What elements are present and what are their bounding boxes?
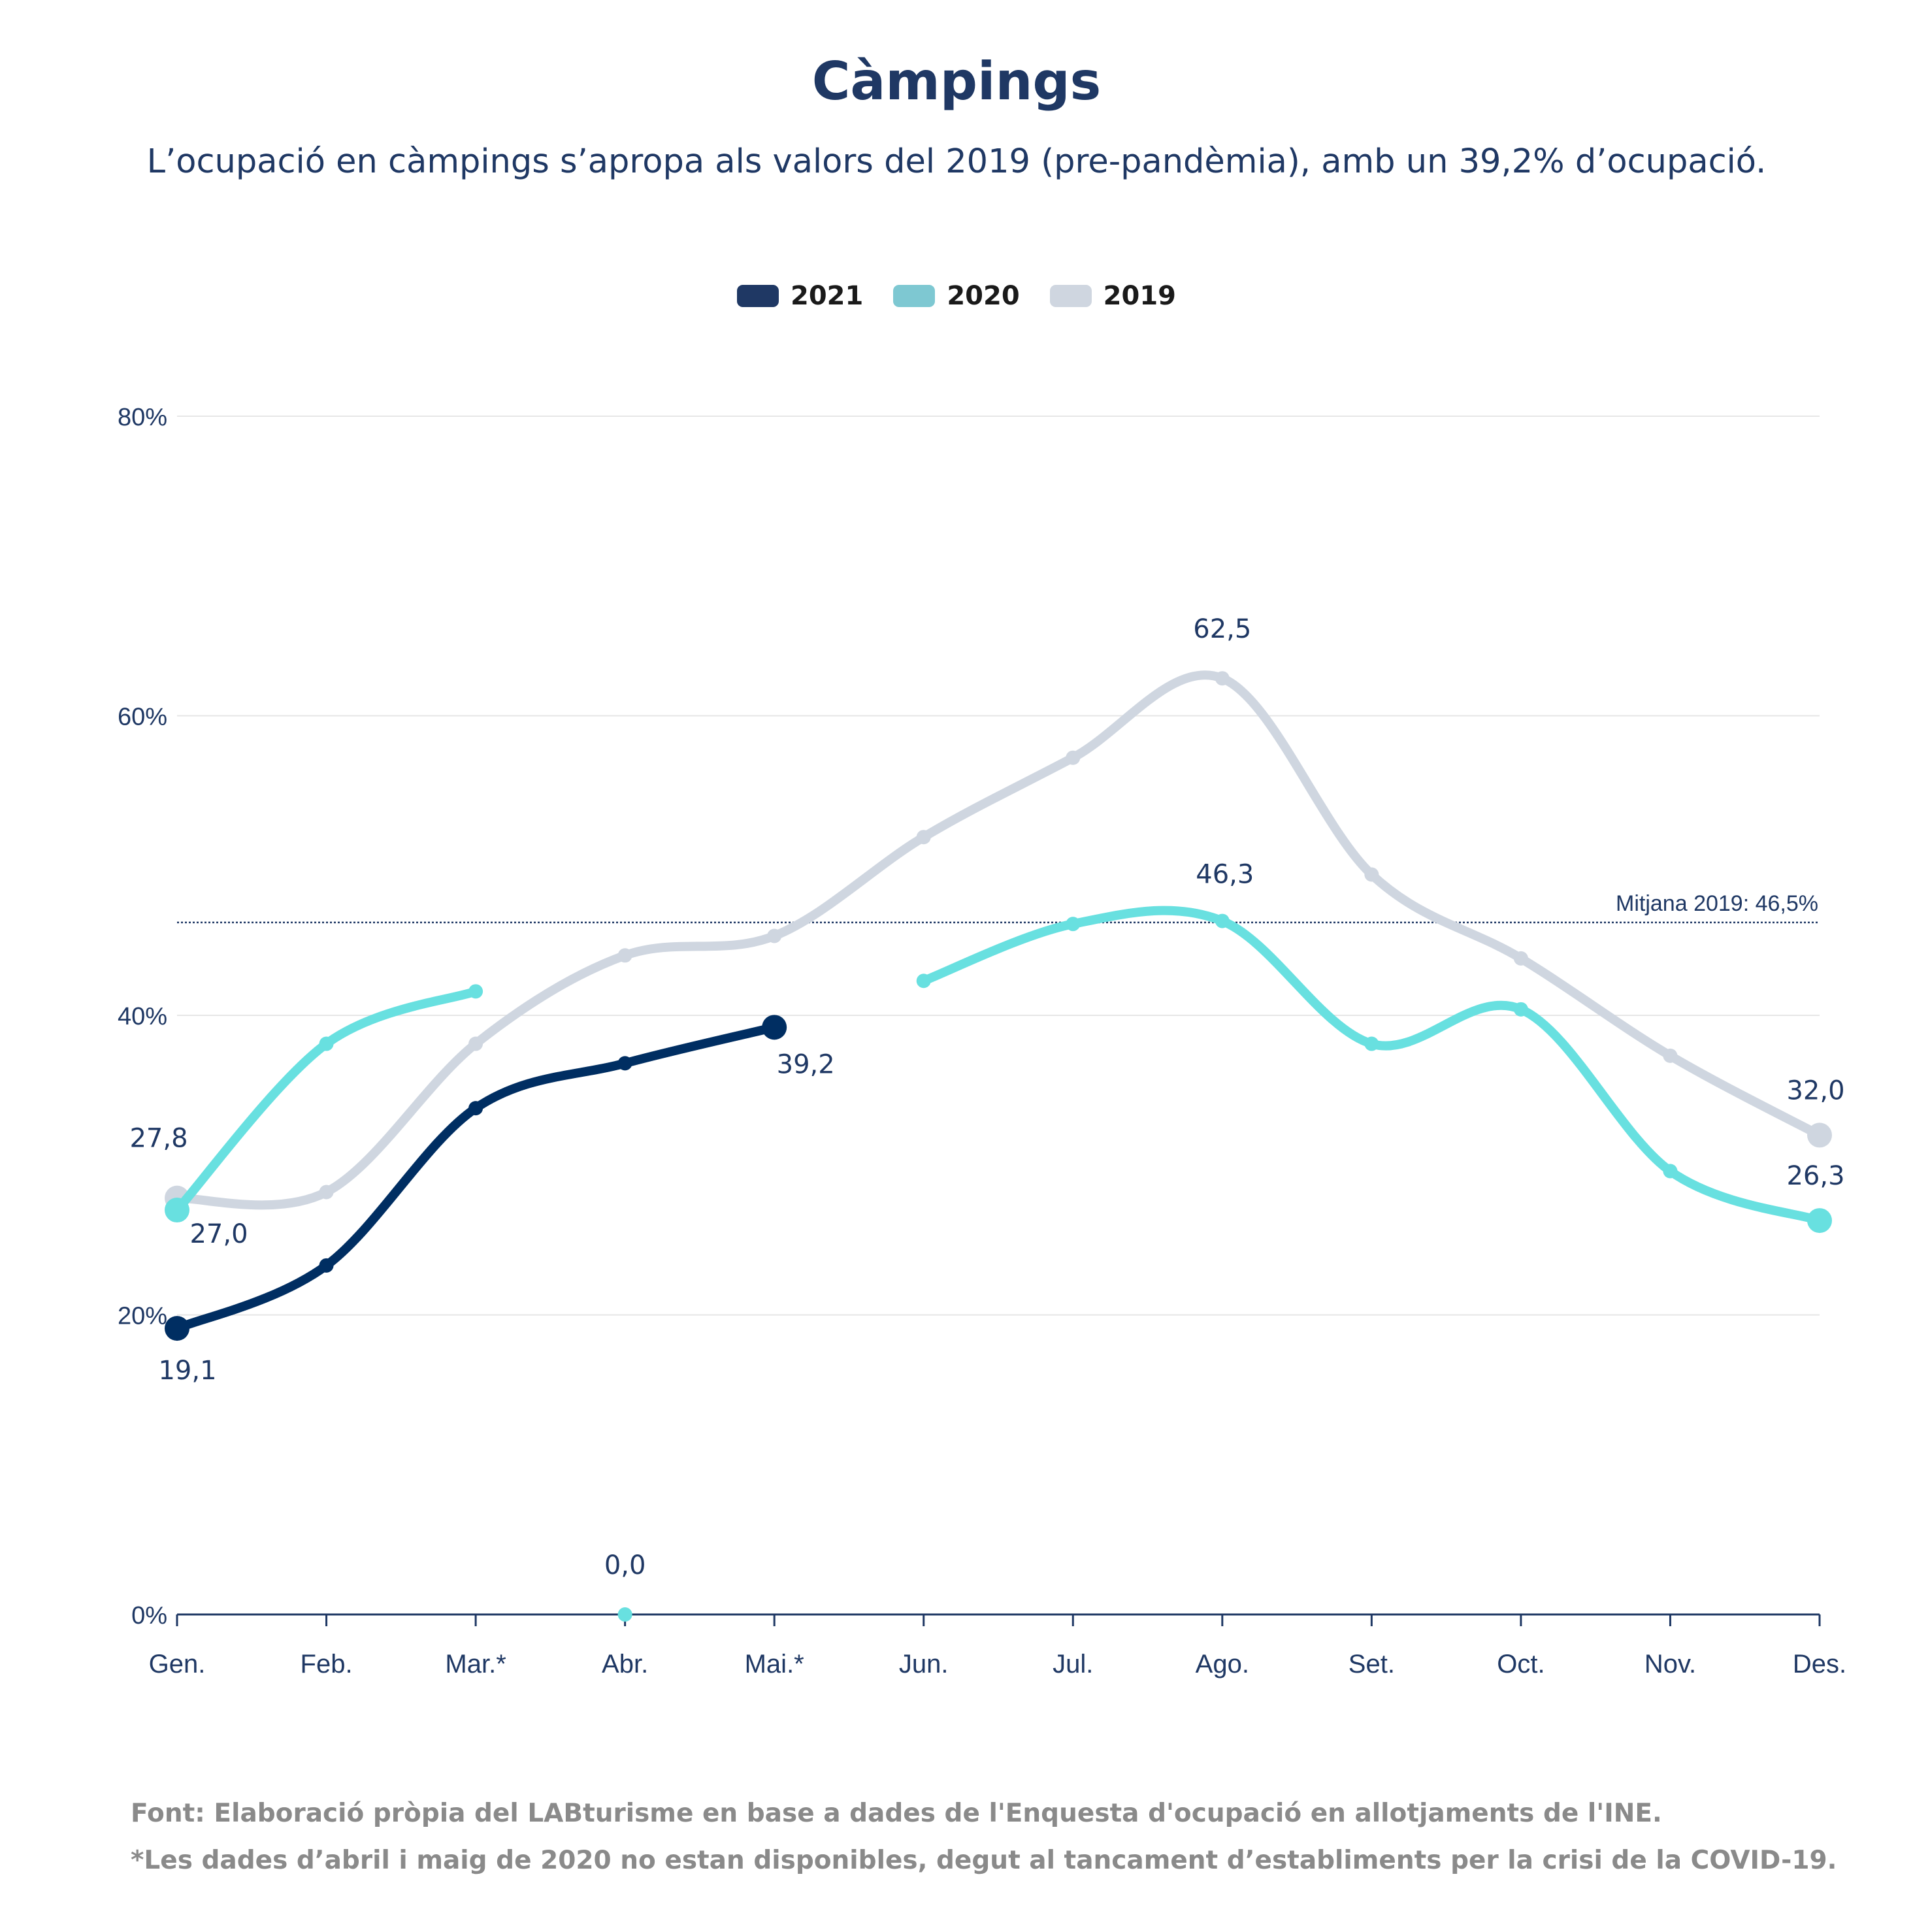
data-point-2020 xyxy=(1513,1002,1528,1017)
data-point-2021 xyxy=(165,1316,189,1341)
x-tick-label: Jun. xyxy=(899,1650,949,1678)
data-point-2020 xyxy=(1066,917,1081,932)
data-label-2020: 0,0 xyxy=(604,1550,646,1580)
x-tick-label: Des. xyxy=(1793,1650,1846,1678)
data-point-2021 xyxy=(319,1258,334,1273)
data-point-2021 xyxy=(762,1015,787,1040)
legend-label-2020: 2020 xyxy=(947,281,1020,311)
data-point-2020 xyxy=(1364,1036,1379,1051)
data-label-2021: 39,2 xyxy=(777,1049,835,1079)
data-point-2019 xyxy=(1807,1122,1832,1148)
data-point-2019 xyxy=(916,830,931,845)
chart-subtitle: L’ocupació en càmpings s’apropa als valo… xyxy=(146,142,1767,181)
data-label-2020: 46,3 xyxy=(1196,860,1254,890)
data-label-2019: 27,8 xyxy=(129,1124,188,1154)
x-tick-label: Mai.* xyxy=(745,1650,804,1678)
footnotes: Font: Elaboració pròpia del LABturisme e… xyxy=(131,1790,1837,1884)
data-point-2020 xyxy=(319,1036,334,1051)
x-tick-label: Abr. xyxy=(602,1650,648,1678)
data-point-2020 xyxy=(165,1198,189,1223)
data-point-2019 xyxy=(319,1185,334,1200)
x-tick-label: Nov. xyxy=(1644,1650,1696,1678)
data-point-2020 xyxy=(1215,913,1230,928)
y-tick-label: 0% xyxy=(131,1602,167,1629)
x-tick-label: Feb. xyxy=(301,1650,353,1678)
y-tick-label: 20% xyxy=(118,1303,167,1330)
x-tick-label: Mar.* xyxy=(445,1650,506,1678)
data-point-2019 xyxy=(1215,671,1230,686)
data-point-2020 xyxy=(916,974,931,989)
x-tick-label: Oct. xyxy=(1497,1650,1545,1678)
data-label-2021: 19,1 xyxy=(158,1356,216,1386)
series-line-2019 xyxy=(172,670,1824,1210)
legend-swatch-2019 xyxy=(1049,285,1092,307)
data-label-2020: 26,3 xyxy=(1786,1161,1844,1191)
data-point-2021 xyxy=(468,1101,483,1116)
data-point-2019 xyxy=(1663,1048,1678,1063)
legend-label-2019: 2019 xyxy=(1103,281,1176,311)
source-note: Font: Elaboració pròpia del LABturisme e… xyxy=(131,1799,1662,1828)
chart-legend: 2021 2020 2019 xyxy=(0,281,1913,311)
data-point-2020 xyxy=(617,1607,632,1622)
x-tick-label: Ago. xyxy=(1196,1650,1249,1678)
legend-item-2019[interactable]: 2019 xyxy=(1049,281,1176,311)
x-tick-label: Set. xyxy=(1349,1650,1395,1678)
chart-title: Càmpings xyxy=(811,51,1102,112)
data-point-2019 xyxy=(1513,951,1528,966)
data-label-2019: 62,5 xyxy=(1193,614,1251,644)
y-tick-label: 60% xyxy=(118,704,167,731)
data-label-2020: 27,0 xyxy=(189,1219,248,1249)
y-tick-label: 80% xyxy=(118,404,167,431)
data-point-2019 xyxy=(1364,867,1379,882)
data-point-2021 xyxy=(617,1056,632,1071)
x-tick-label: Gen. xyxy=(149,1650,206,1678)
data-point-2020 xyxy=(1807,1208,1832,1234)
data-label-2019: 32,0 xyxy=(1786,1075,1844,1105)
data-point-2019 xyxy=(617,948,632,963)
series-line-2020 xyxy=(172,987,481,1215)
data-point-2020 xyxy=(1663,1164,1678,1179)
y-tick-label: 40% xyxy=(118,1003,167,1030)
legend-item-2020[interactable]: 2020 xyxy=(893,281,1020,311)
data-point-2019 xyxy=(767,928,782,943)
data-point-2020 xyxy=(468,984,483,999)
x-tick-label: Jul. xyxy=(1053,1650,1093,1678)
legend-item-2021[interactable]: 2021 xyxy=(737,281,863,311)
legend-swatch-2020 xyxy=(893,285,936,307)
legend-swatch-2021 xyxy=(737,285,779,307)
covid-note: *Les dades d’abril i maig de 2020 no est… xyxy=(131,1846,1837,1875)
legend-label-2021: 2021 xyxy=(791,281,864,311)
data-point-2019 xyxy=(1066,750,1081,765)
average-reference-label: Mitjana 2019: 46,5% xyxy=(1616,891,1818,916)
series-line-2021 xyxy=(172,1023,779,1334)
data-point-2019 xyxy=(468,1036,483,1051)
